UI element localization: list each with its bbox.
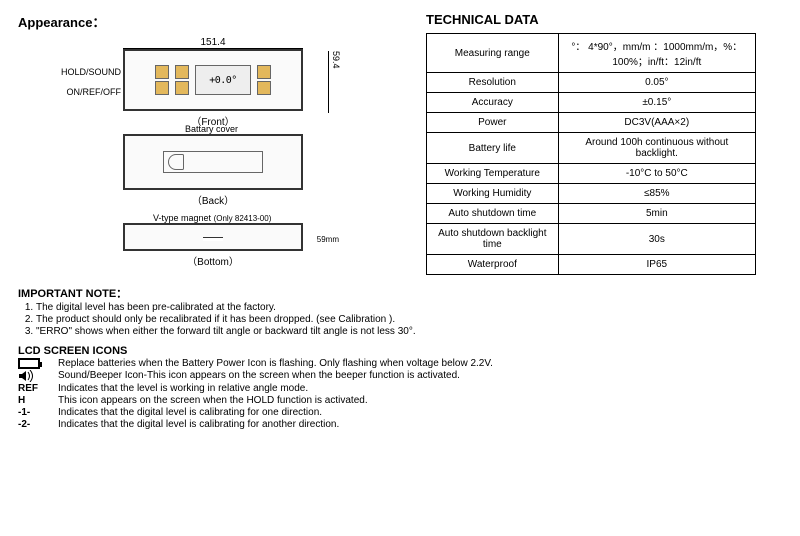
device-bottom-view: 59mm [123,223,303,251]
table-row: Working Temperature-10°C to 50°C [427,164,756,184]
button-icon [155,65,169,79]
spec-key: Power [427,113,559,133]
appearance-diagram: 151.4 LCD mm/m % in/ft LIGHT HOLD/SOUND … [18,37,408,268]
spec-value: Around 100h continuous without backlight… [558,133,755,164]
lcd-icons-title: LCD SCREEN ICONS [18,345,782,357]
button-icon [257,81,271,95]
spec-table: Measuring range°： 4*90°，mm/m ：1000mm/m，%… [426,33,756,275]
hold-sound-label: HOLD/SOUND [61,67,125,77]
table-row: Auto shutdown backlight time30s [427,224,756,255]
sound-icon [18,370,36,382]
vtype-magnet-label: V-type magnet (Only 82413-00) [153,213,408,223]
spec-value: ≤85% [558,184,755,204]
speaker-icon [168,154,184,170]
device-back-view: Battary cover [123,134,303,190]
spec-key: Resolution [427,73,559,93]
icon-list: Replace batteries when the Battery Power… [18,358,782,430]
spec-value: ±0.15° [558,93,755,113]
table-row: Measuring range°： 4*90°，mm/m ：1000mm/m，%… [427,34,756,73]
button-icon [257,65,271,79]
icon-description: Indicates that the level is working in r… [58,383,308,394]
note-item: "ERRO" shows when either the forward til… [36,326,782,337]
icon-symbol: -1- [18,407,50,418]
table-row: Auto shutdown time5min [427,204,756,224]
icon-symbol [18,370,50,382]
spec-value: -10°C to 50°C [558,164,755,184]
spec-key: Auto shutdown backlight time [427,224,559,255]
icon-row: Replace batteries when the Battery Power… [18,358,782,369]
spec-value: °： 4*90°，mm/m ：1000mm/m，%：100%；in/ft：12i… [558,34,755,73]
button-icon [155,81,169,95]
spec-value: 30s [558,224,755,255]
icon-description: Sound/Beeper Icon-This icon appears on t… [58,370,460,381]
icon-symbol: -2- [18,419,50,430]
lcd-display: +0.0° [195,65,251,95]
spec-key: Accuracy [427,93,559,113]
icon-symbol: REF [18,383,50,394]
spec-key: Waterproof [427,255,559,275]
important-note-title: IMPORTANT NOTE： [18,285,782,301]
dimension-width: 151.4 [123,37,303,49]
icon-row: H This icon appears on the screen when th… [18,395,782,406]
icon-symbol: H [18,395,50,406]
spec-value: 5min [558,204,755,224]
spec-key: Measuring range [427,34,559,73]
spec-value: DC3V(AAA×2) [558,113,755,133]
button-icon [175,65,189,79]
bottom-caption: （Bottom） [123,253,303,268]
bottom-dimension: 59mm [317,225,339,253]
spec-key: Working Humidity [427,184,559,204]
table-row: Working Humidity≤85% [427,184,756,204]
appearance-title: Appearance： [18,12,408,31]
table-row: Accuracy±0.15° [427,93,756,113]
technical-data-title: TECHNICAL DATA [426,12,756,27]
spec-value: 0.05° [558,73,755,93]
spec-key: Auto shutdown time [427,204,559,224]
icon-description: Replace batteries when the Battery Power… [58,358,493,369]
battery-icon [18,358,40,369]
table-row: WaterproofIP65 [427,255,756,275]
note-item: The digital level has been pre-calibrate… [36,302,782,313]
button-icon [175,81,189,95]
icon-description: Indicates that the digital level is cali… [58,407,322,418]
table-row: Resolution0.05° [427,73,756,93]
icon-row: Sound/Beeper Icon-This icon appears on t… [18,370,782,382]
spec-key: Working Temperature [427,164,559,184]
icon-row: -1- Indicates that the digital level is c… [18,407,782,418]
on-ref-off-label: ON/REF/OFF [67,87,126,97]
icon-row: REF Indicates that the level is working i… [18,383,782,394]
spec-value: IP65 [558,255,755,275]
icon-row: -2- Indicates that the digital level is c… [18,419,782,430]
spec-key: Battery life [427,133,559,164]
table-row: Battery lifeAround 100h continuous witho… [427,133,756,164]
battery-cover-label: Battary cover [185,124,238,134]
icon-description: Indicates that the digital level is cali… [58,419,339,430]
back-caption: （Back） [123,192,303,207]
device-front-view: HOLD/SOUND ON/REF/OFF +0.0° 59.4 [123,49,303,111]
note-item: The product should only be recalibrated … [36,314,782,325]
icon-symbol [18,358,50,369]
icon-description: This icon appears on the screen when the… [58,395,368,406]
table-row: PowerDC3V(AAA×2) [427,113,756,133]
dimension-height: 59.4 [328,51,341,113]
notes-list: The digital level has been pre-calibrate… [36,302,782,337]
